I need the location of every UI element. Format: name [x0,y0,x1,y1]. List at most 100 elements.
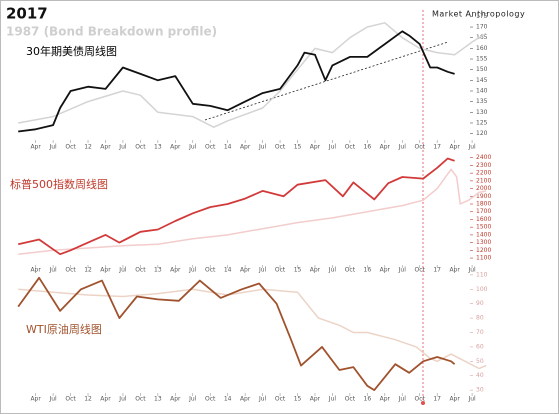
y-tick-label: 1600 [476,216,491,223]
y-tick-label: 40 [476,372,484,379]
brand: Market Anthropology [432,10,525,19]
y-tick-label: 140 [476,87,488,94]
x-tick-label: Jul [118,267,127,274]
series-line [18,22,487,128]
x-tick-label: Apr [449,144,460,151]
y-tick-label: 135 [476,98,488,105]
y-tick-label: 2000 [476,185,491,192]
y-tick-label: 145 [476,77,488,84]
x-tick-label: Jul [328,396,337,403]
x-tick-label: 13 [154,396,162,403]
x-tick-label: Apr [30,396,41,403]
x-tick-label: Apr [240,144,251,151]
x-tick-label: Jul [398,267,407,274]
x-tick-label: Jul [118,396,127,403]
y-tick-label: 30 [476,387,484,394]
x-tick-label: Oct [135,396,146,403]
x-tick-label: Apr [449,396,460,403]
x-tick-label: Apr [310,267,321,274]
x-tick-label: Apr [310,396,321,403]
x-tick-label: Jul [328,267,337,274]
x-tick-label: Jul [467,267,476,274]
x-tick-label: 17 [433,267,441,274]
x-tick-label: Oct [205,144,216,151]
y-tick-label: 165 [476,34,488,41]
x-tick-label: Jul [467,396,476,403]
y-tick-label: 60 [476,343,484,350]
panel-title: WTI原油周线图 [26,322,102,336]
x-tick-label: Apr [170,144,181,151]
x-tick-label: Apr [380,144,391,151]
x-tick-label: 16 [364,396,372,403]
x-tick-label: Oct [345,267,356,274]
x-tick-label: Oct [275,396,286,403]
y-tick-label: 2300 [476,162,491,169]
y-tick-label: 1700 [476,208,491,215]
x-tick-label: Apr [100,396,111,403]
x-tick-label: Oct [275,144,286,151]
x-tick-label: Jul [258,267,267,274]
x-tick-label: Oct [65,144,76,151]
x-tick-label: Oct [415,267,426,274]
y-tick-label: 1100 [476,255,491,262]
x-tick-label: 13 [154,144,162,151]
x-tick-label: Jul [398,144,407,151]
x-tick-label: 12 [84,267,92,274]
x-tick-label: Apr [240,396,251,403]
y-tick-label: 2400 [476,154,491,161]
y-tick-label: 50 [476,358,484,365]
series-line [18,157,455,256]
y-tick-label: 70 [476,329,484,336]
x-tick-label: Jul [118,144,127,151]
x-tick-label: Apr [380,396,391,403]
x-tick-label: Jul [258,144,267,151]
panel-title: 30年期美债周线图 [26,44,117,58]
x-tick-label: Oct [415,144,426,151]
x-tick-label: 15 [294,396,302,403]
y-tick-label: 1900 [476,193,491,200]
y-tick-label: 1800 [476,201,491,208]
x-tick-label: Jul [398,396,407,403]
x-tick-label: 14 [224,267,232,274]
series-line [18,168,487,255]
y-tick-label: 130 [476,109,488,116]
x-tick-label: 12 [84,396,92,403]
x-tick-label: 14 [224,144,232,151]
x-tick-label: Apr [380,267,391,274]
x-tick-label: Jul [258,396,267,403]
y-tick-label: 2100 [476,177,491,184]
subtitle: 1987 (Bond Breakdown profile) [6,25,217,39]
x-tick-label: 14 [224,396,232,403]
x-tick-label: Oct [345,396,356,403]
x-tick-label: Apr [170,396,181,403]
x-tick-label: Oct [345,144,356,151]
x-tick-label: Jul [48,396,57,403]
x-tick-label: Oct [205,396,216,403]
x-tick-label: 13 [154,267,162,274]
x-tick-label: Jul [188,396,197,403]
x-tick-label: Oct [415,396,426,403]
x-tick-label: Apr [240,267,251,274]
y-tick-label: 175 [476,13,488,20]
y-tick-label: 1300 [476,239,491,246]
x-tick-label: Apr [30,144,41,151]
series-line [17,276,456,391]
x-tick-label: 12 [84,144,92,151]
y-tick-label: 80 [476,315,484,322]
y-tick-label: 125 [476,119,488,126]
y-tick-label: 2200 [476,170,491,177]
x-tick-label: Oct [205,267,216,274]
y-tick-label: 1500 [476,224,491,231]
x-tick-label: 17 [433,144,441,151]
x-tick-label: Apr [170,267,181,274]
y-tick-label: 110 [476,271,488,278]
y-tick-label: 155 [476,56,488,63]
x-tick-label: 16 [364,267,372,274]
x-tick-label: Jul [188,267,197,274]
y-tick-label: 120 [476,130,488,137]
y-tick-label: 1400 [476,231,491,238]
event-marker [421,401,425,405]
x-tick-label: Jul [48,267,57,274]
x-tick-label: Oct [65,267,76,274]
